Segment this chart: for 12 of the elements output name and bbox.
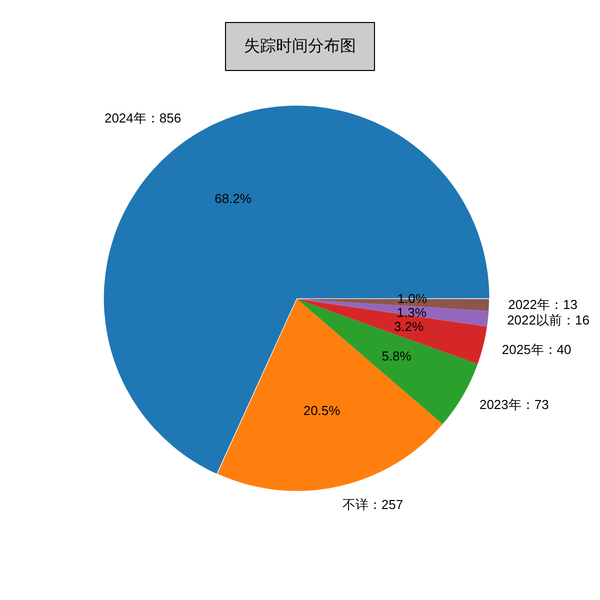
data-label: 3.2% [394, 319, 424, 334]
data-label: 68.2% [214, 191, 252, 206]
slice-label: 不详：257 [342, 496, 404, 512]
data-label: 5.8% [382, 348, 412, 364]
slice-label: 2025年：40 [502, 342, 572, 357]
slice-label: 2022年：13 [508, 297, 578, 312]
data-label: 1.3% [396, 305, 427, 320]
slice-label: 2022以前：16 [507, 312, 590, 328]
slice-label: 2024年：856 [104, 110, 182, 126]
data-label: 20.5% [303, 403, 341, 418]
chart-title: 失踪时间分布图 [225, 22, 375, 71]
slice-label: 2023年：73 [479, 396, 549, 412]
